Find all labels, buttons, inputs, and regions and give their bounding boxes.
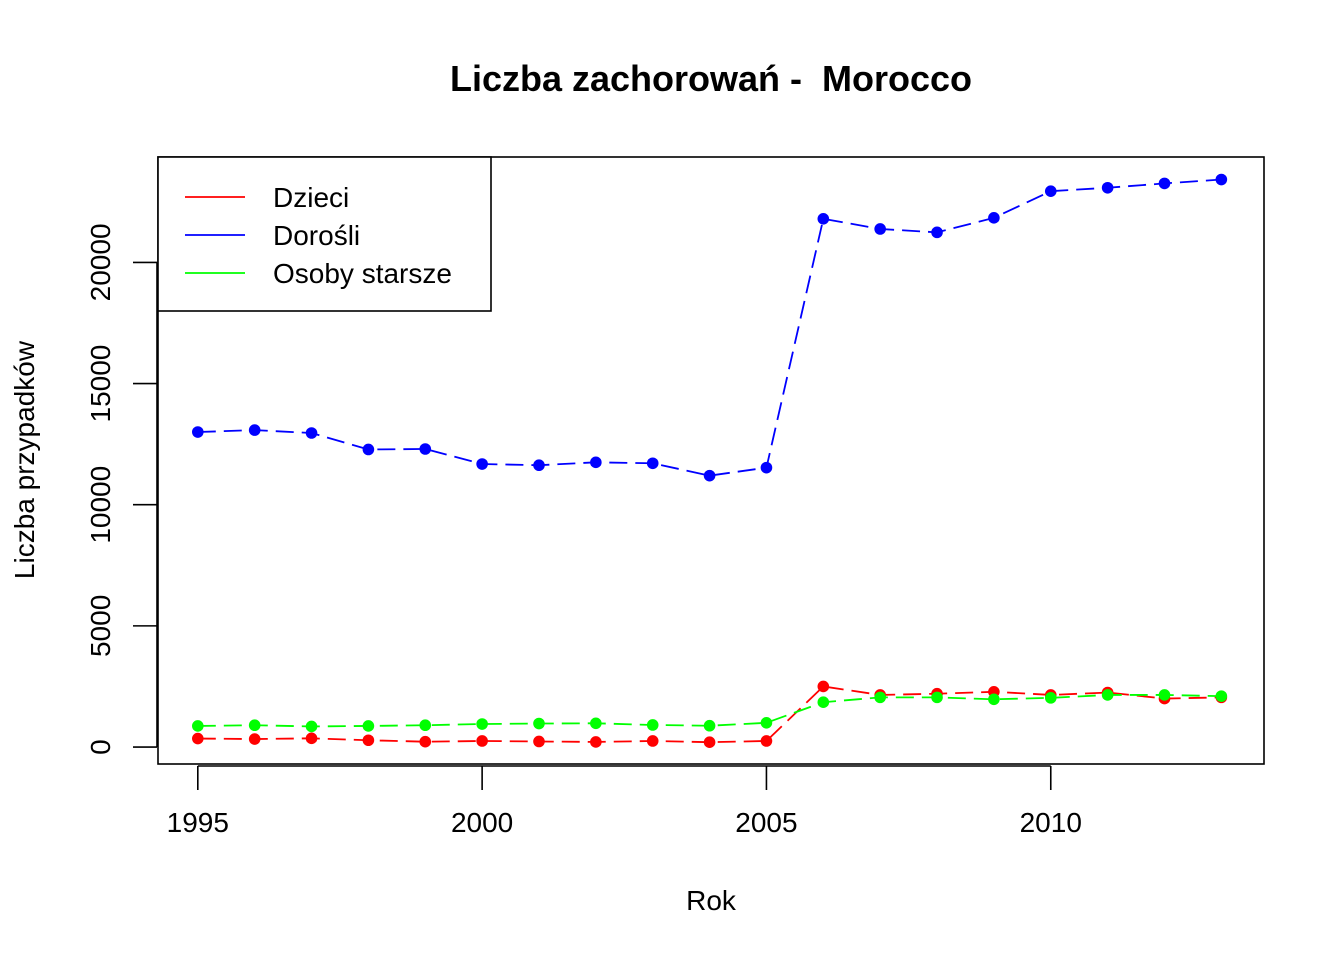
data-point xyxy=(1101,181,1114,194)
legend-box xyxy=(157,156,492,312)
data-point xyxy=(646,735,659,747)
x-axis: 1995 2000 2005 2010 xyxy=(167,765,1082,838)
data-point xyxy=(1044,185,1057,197)
data-point xyxy=(590,456,602,469)
legend-label: Dorośli xyxy=(273,220,360,251)
x-axis-label: Rok xyxy=(686,885,737,916)
data-point xyxy=(703,719,716,732)
y-tick-label: 20000 xyxy=(85,223,116,301)
data-point xyxy=(1158,689,1171,701)
data-point xyxy=(590,736,602,748)
data-point xyxy=(476,718,488,730)
data-point xyxy=(1044,692,1057,704)
data-point xyxy=(1215,173,1228,186)
data-point xyxy=(760,735,773,747)
data-point xyxy=(476,735,488,747)
data-point xyxy=(248,733,261,745)
data-point xyxy=(817,680,830,693)
data-point xyxy=(192,720,204,732)
data-point xyxy=(362,443,375,456)
x-tick-label: 1995 xyxy=(167,807,229,838)
y-tick-label: 15000 xyxy=(85,345,116,423)
data-point xyxy=(874,691,886,704)
data-point xyxy=(1215,690,1228,702)
data-point xyxy=(419,443,432,455)
y-tick-label: 5000 xyxy=(85,595,116,657)
series-0 xyxy=(192,680,1228,748)
x-tick-label: 2000 xyxy=(451,807,513,838)
data-point xyxy=(533,735,545,748)
y-tick-label: 0 xyxy=(85,739,116,755)
data-point xyxy=(988,693,1000,706)
data-point xyxy=(419,735,432,748)
data-point xyxy=(248,719,261,732)
series-1 xyxy=(192,173,1228,482)
legend: Dzieci Dorośli Osoby starsze xyxy=(157,156,492,312)
data-point xyxy=(305,720,318,733)
data-point xyxy=(533,459,545,472)
data-point xyxy=(931,226,943,239)
data-point xyxy=(362,720,375,732)
legend-label: Osoby starsze xyxy=(273,258,452,289)
data-point xyxy=(931,691,943,704)
data-point xyxy=(419,719,432,732)
data-point xyxy=(760,717,773,729)
data-point xyxy=(646,719,659,731)
chart-title: Liczba zachorowań - Morocco xyxy=(450,58,972,99)
data-point xyxy=(305,427,318,439)
data-point xyxy=(1101,689,1114,701)
data-point xyxy=(192,732,204,745)
plot-area-frame xyxy=(157,156,1265,765)
series-line xyxy=(197,685,1222,744)
legend-label: Dzieci xyxy=(273,182,349,213)
y-axis-label: Liczba przypadków xyxy=(9,340,40,579)
data-point xyxy=(248,424,261,436)
data-point xyxy=(192,426,204,438)
y-tick-label: 10000 xyxy=(85,466,116,544)
series-2 xyxy=(192,689,1228,733)
x-tick-label: 2005 xyxy=(735,807,797,838)
y-axis: 0 5000 10000 15000 20000 xyxy=(85,223,158,755)
data-point xyxy=(703,736,716,748)
data-point xyxy=(362,734,375,747)
x-tick-label: 2010 xyxy=(1020,807,1082,838)
data-point xyxy=(817,696,830,709)
data-point xyxy=(533,717,545,730)
series-layer xyxy=(192,173,1228,748)
data-point xyxy=(760,461,773,474)
data-point xyxy=(476,458,488,470)
data-point xyxy=(988,212,1000,224)
data-point xyxy=(703,469,716,482)
data-point xyxy=(590,717,602,730)
data-point xyxy=(305,732,318,745)
data-point xyxy=(874,223,886,235)
data-point xyxy=(1158,177,1171,190)
data-point xyxy=(646,457,659,470)
data-point xyxy=(817,212,830,225)
